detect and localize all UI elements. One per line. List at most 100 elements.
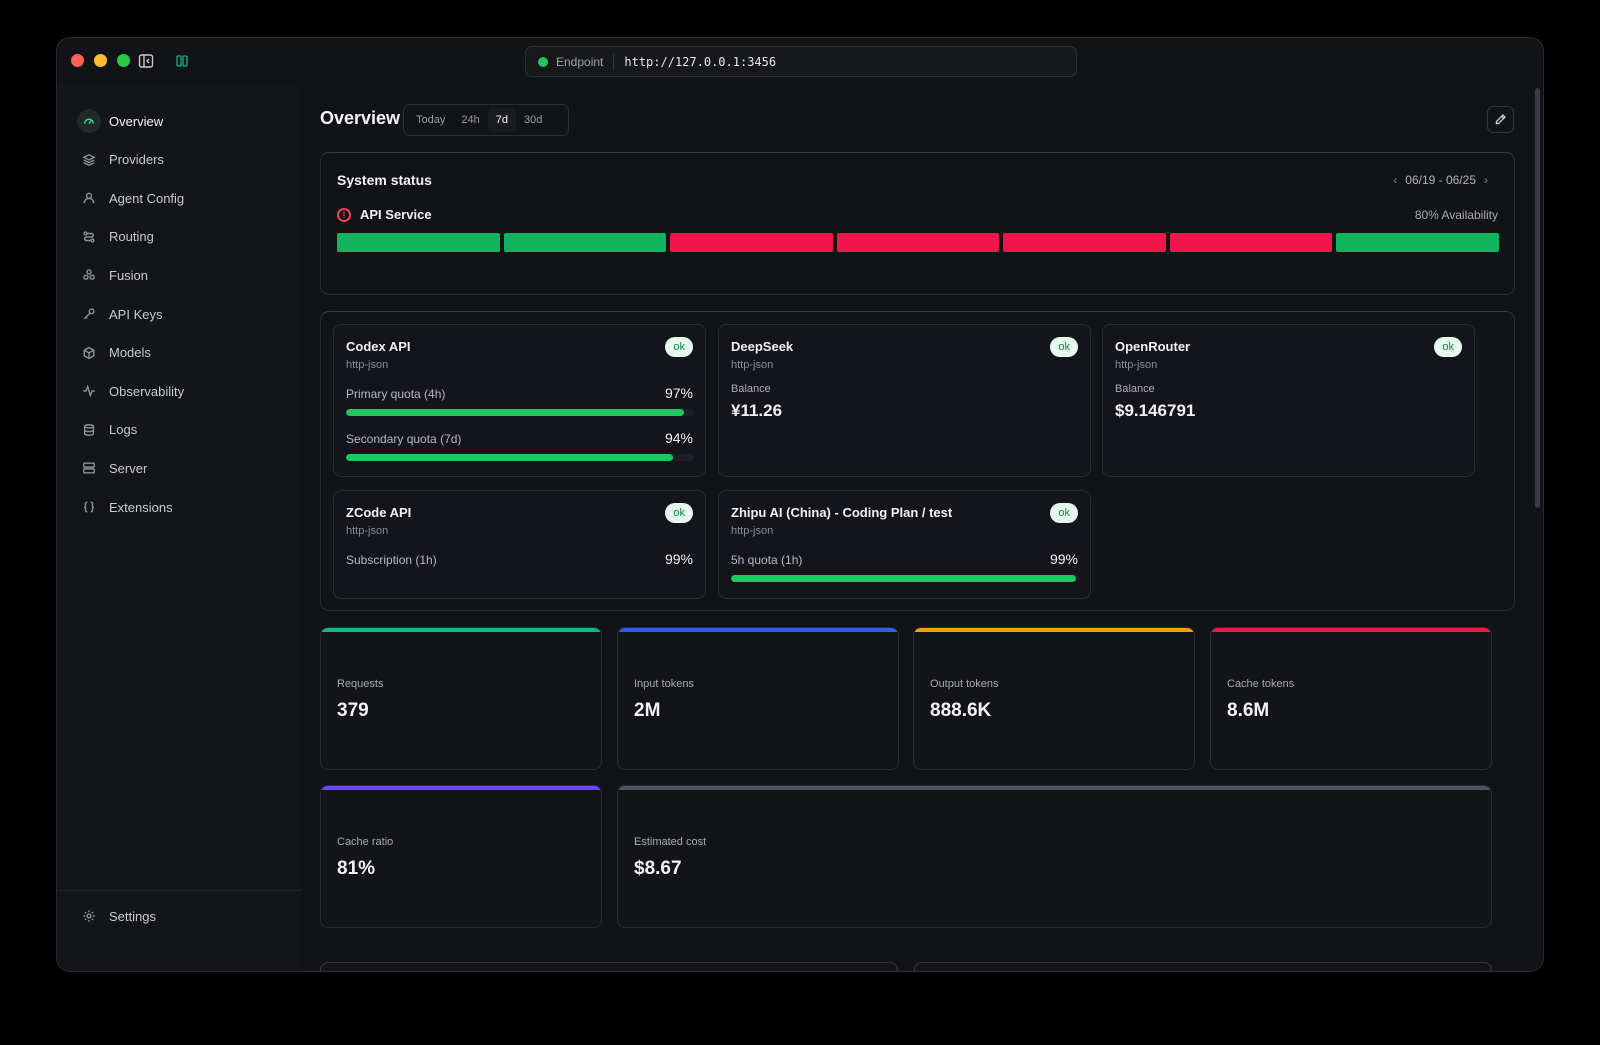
sidebar-item-label: API Keys: [109, 306, 163, 322]
uptime-day-down[interactable]: [1169, 233, 1333, 252]
uptime-day-down[interactable]: [1003, 233, 1166, 252]
stat-card-estimated-cost: Estimated cost $8.67: [617, 785, 1492, 928]
sidebar-item-label: Settings: [109, 908, 156, 924]
quota-value: 99%: [1049, 551, 1078, 567]
sidebar-item-api-keys[interactable]: API Keys: [71, 299, 289, 329]
quota-label: 5h quota (1h): [731, 553, 803, 567]
stat-value: 888.6K: [930, 700, 992, 721]
stat-label: Input tokens: [634, 678, 694, 690]
sidebar-item-label: Logs: [109, 422, 138, 438]
status-badge: ok: [665, 337, 693, 357]
main-scrollbar[interactable]: [1535, 88, 1540, 508]
provider-type: http-json: [731, 359, 774, 371]
quota-value: 97%: [664, 385, 693, 401]
providers-panel: Codex API http-json ok Primary quota (4h) 97…: [320, 311, 1515, 611]
stat-accent-bar: [618, 628, 898, 632]
stat-card-cache-ratio: Cache ratio 81%: [320, 785, 602, 928]
provider-card[interactable]: Zhipu AI (China) - Coding Plan / test htt…: [718, 490, 1091, 599]
sidebar-item-agent-config[interactable]: Agent Config: [71, 183, 289, 213]
service-row: ! API Service: [337, 207, 432, 222]
provider-name: OpenRouter: [1115, 339, 1191, 354]
balance-value: ¥11.26: [731, 401, 783, 420]
sidebar-item-extensions[interactable]: Extensions: [71, 492, 289, 522]
provider-card[interactable]: DeepSeek http-json ok Balance ¥11.26: [718, 324, 1091, 477]
endpoint-status-dot: [538, 56, 548, 67]
quota-label: Subscription (1h): [346, 553, 437, 567]
sidebar-item-label: Routing: [109, 229, 154, 245]
quota-label: Primary quota (4h): [346, 387, 446, 401]
titlebar: Endpoint http://127.0.0.1:3456: [57, 38, 1543, 84]
activity-icon: [77, 379, 101, 403]
provider-name: Zhipu AI (China) - Coding Plan / test: [731, 505, 953, 520]
balance-label: Balance: [1115, 383, 1155, 395]
sidebar-item-settings[interactable]: Settings: [71, 901, 289, 931]
stat-card-input-tokens: Input tokens 2M: [617, 627, 899, 770]
stat-label: Cache ratio: [337, 836, 394, 848]
layers-icon: [77, 148, 101, 172]
chevron-right-icon[interactable]: ›: [1484, 173, 1488, 187]
stat-accent-bar: [1211, 628, 1491, 632]
sidebar-item-models[interactable]: Models: [71, 338, 289, 368]
uptime-day-down[interactable]: [670, 233, 833, 252]
sidebar-item-overview[interactable]: Overview: [71, 106, 289, 136]
stat-accent-bar: [321, 786, 601, 790]
endpoint-label: Endpoint: [556, 54, 604, 69]
minimize-window-button[interactable]: [94, 54, 107, 67]
provider-name: Codex API: [346, 339, 411, 354]
sidebar-item-routing[interactable]: Routing: [71, 222, 289, 252]
stat-accent-bar: [618, 786, 1491, 790]
uptime-day-up[interactable]: [1336, 233, 1500, 252]
sidebar-item-label: Models: [109, 345, 151, 361]
endpoint-url[interactable]: http://127.0.0.1:3456: [624, 54, 777, 69]
status-badge: ok: [1434, 337, 1462, 357]
range-tab-7d[interactable]: 7d: [487, 108, 516, 132]
provider-name: DeepSeek: [731, 339, 794, 354]
quota-progress-fill: [346, 454, 674, 461]
balance-label: Balance: [731, 383, 771, 395]
database-icon: [77, 418, 101, 442]
sidebar-item-providers[interactable]: Providers: [71, 145, 289, 175]
uptime-day-up[interactable]: [503, 233, 667, 252]
sidebar-item-observability[interactable]: Observability: [71, 376, 289, 406]
close-window-button[interactable]: [71, 54, 84, 67]
sidebar-item-logs[interactable]: Logs: [71, 415, 289, 445]
gear-icon: [77, 904, 101, 928]
range-tab-24h[interactable]: 24h: [461, 114, 480, 126]
server-icon: [77, 456, 101, 480]
quota-progress-bar: [731, 575, 1079, 582]
box-icon: [77, 341, 101, 365]
zoom-window-button[interactable]: [117, 54, 130, 67]
uptime-day-up[interactable]: [337, 233, 500, 252]
sidebar-divider: [57, 890, 301, 891]
provider-card[interactable]: Codex API http-json ok Primary quota (4h) 97…: [333, 324, 706, 477]
toggle-sidebar-icon[interactable]: [138, 53, 154, 69]
endpoint-separator: [613, 53, 615, 70]
sidebar-item-fusion[interactable]: Fusion: [71, 260, 289, 290]
endpoint-bar[interactable]: Endpoint http://127.0.0.1:3456: [525, 46, 1077, 77]
edit-layout-button[interactable]: [1487, 106, 1514, 133]
provider-card[interactable]: ZCode API http-json ok Subscription (1h) 99%: [333, 490, 706, 599]
app-window: Endpoint http://127.0.0.1:3456 Overview P…: [56, 37, 1544, 972]
system-status-title: System status: [337, 172, 432, 188]
provider-card[interactable]: OpenRouter http-json ok Balance $9.146791: [1102, 324, 1475, 477]
range-tab-today[interactable]: Today: [416, 114, 446, 126]
quota-progress-bar: [346, 409, 694, 416]
chart-card-partial: [914, 962, 1492, 971]
stat-accent-bar: [914, 628, 1194, 632]
panel-layout-icon[interactable]: [174, 53, 190, 69]
stat-label: Output tokens: [930, 678, 999, 690]
quota-value: 99%: [664, 551, 693, 567]
gauge-icon: [77, 109, 101, 133]
sidebar-item-label: Server: [109, 460, 148, 476]
alert-circle-icon: !: [337, 207, 351, 222]
sidebar-item-server[interactable]: Server: [71, 453, 289, 483]
balance-value: $9.146791: [1115, 401, 1196, 420]
stat-value: 8.6M: [1227, 700, 1270, 721]
stat-card-cache-tokens: Cache tokens 8.6M: [1210, 627, 1492, 770]
uptime-day-down[interactable]: [836, 233, 1000, 252]
chevron-left-icon[interactable]: ‹: [1393, 173, 1398, 187]
range-tab-30d[interactable]: 30d: [523, 114, 543, 126]
uptime-bars: [337, 233, 1500, 252]
stat-value: 81%: [337, 858, 376, 879]
system-status-panel: System status ‹ 06/19 - 06/25 › ! API Se…: [320, 152, 1515, 295]
